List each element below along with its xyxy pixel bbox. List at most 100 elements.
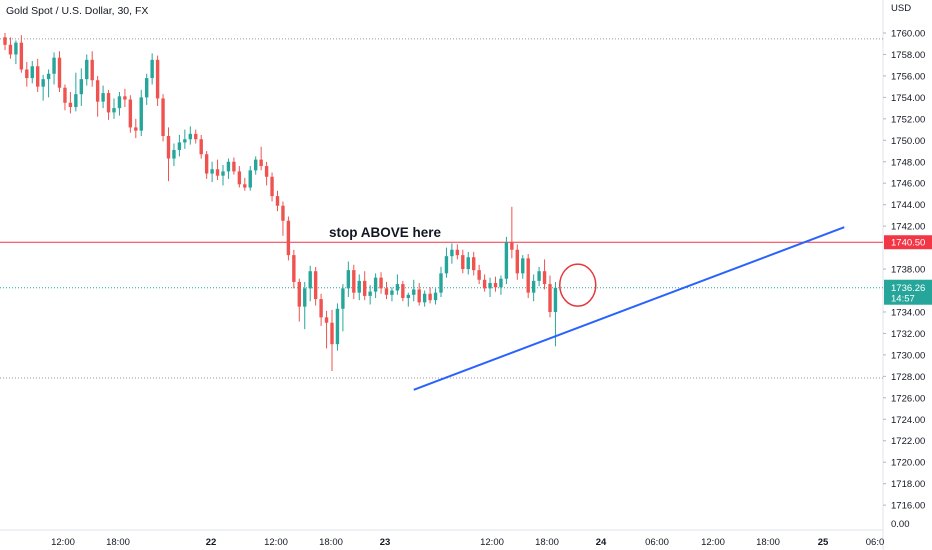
time-tick-label: 18:00 [106,537,130,548]
candle-body [330,322,334,345]
volume-axis-label: 0.00 [891,519,910,530]
candle [297,278,301,322]
candle [166,127,171,182]
candle-body [85,59,89,80]
price-tick-label: 1738.00 [891,265,925,276]
candle [341,284,345,332]
symbol-title: Gold Spot / U.S. Dollar, 30, FX [6,5,149,17]
candle [41,74,45,101]
candle-body [542,271,547,285]
candle-body [368,291,372,296]
candle-body [412,289,416,295]
candle [161,94,165,142]
candle [199,134,203,159]
price-lines [0,38,883,379]
candle-body [379,277,383,289]
price-tick-label: 1744.00 [891,200,925,211]
time-tick-label: 22 [206,537,217,548]
candle-body [286,220,291,256]
candle-body [25,69,29,79]
candle [482,274,487,292]
candle-body [373,277,378,292]
candle [368,285,372,305]
candle [330,309,334,371]
candle-body [128,99,133,128]
candle-body [95,80,100,102]
candle-body [259,159,263,167]
candle-body [221,171,225,176]
candle [521,255,525,279]
candle-body [477,270,481,280]
candle-body [275,196,280,206]
candle [134,118,138,139]
trendline[interactable] [413,226,845,391]
candle [439,266,443,297]
price-tick-label: 1716.00 [891,501,925,512]
candle-body [52,57,56,74]
candle-body [357,280,361,293]
countdown-label: 14:57 [891,294,915,305]
circle-marker[interactable] [559,263,597,307]
candle-body [177,142,182,150]
price-tick-label: 1728.00 [891,372,925,383]
candle-body [510,242,514,250]
candle [243,177,247,191]
candle-body [254,159,258,171]
candle [515,244,519,280]
price-tick-label: 1726.00 [891,393,925,404]
price-tick-label: 1730.00 [891,350,925,361]
candle [422,290,427,307]
candle [172,143,176,167]
candle [95,75,100,117]
candle-body [204,154,209,174]
candle [145,73,149,105]
price-tick-label: 1734.00 [891,307,925,318]
candle-body [352,270,356,293]
time-tick-label: 06:0 [866,537,885,548]
candle [25,61,29,87]
candle [117,92,122,116]
annotation-text[interactable]: stop ABOVE here [329,225,442,240]
candle-body [444,256,449,274]
candle [106,89,111,120]
candle [472,251,476,276]
candle [526,254,530,299]
time-tick-label: 12:00 [264,537,288,548]
candle [275,190,280,212]
candle-body [455,249,460,256]
candle [68,92,73,114]
candle-body [281,205,285,221]
price-tick-label: 1750.00 [891,136,925,147]
candle-body [14,42,18,55]
candle [461,249,465,274]
candle-body [68,102,73,108]
candle [46,69,51,98]
candle [499,275,503,295]
candle-body [504,242,509,279]
candle [221,164,225,186]
time-tick-label: 18:00 [756,537,780,548]
candle-body [406,294,410,299]
candle [128,95,133,133]
candle-body [390,290,394,295]
candle [390,287,394,302]
candle [510,206,514,259]
candle [401,280,405,302]
candle [177,134,182,157]
candle [488,277,492,297]
candle [232,157,236,175]
candle [455,244,460,260]
candle-body [19,42,24,70]
candle-body [106,93,111,113]
candle [466,251,470,275]
candle-body [123,96,127,100]
candle [36,58,40,93]
price-tick-label: 1724.00 [891,415,925,426]
candle-body [112,108,116,113]
candle-body [8,44,13,55]
candle [139,89,143,137]
candle [270,172,274,202]
candle-body [63,87,67,103]
time-tick-label: 18:00 [535,537,559,548]
